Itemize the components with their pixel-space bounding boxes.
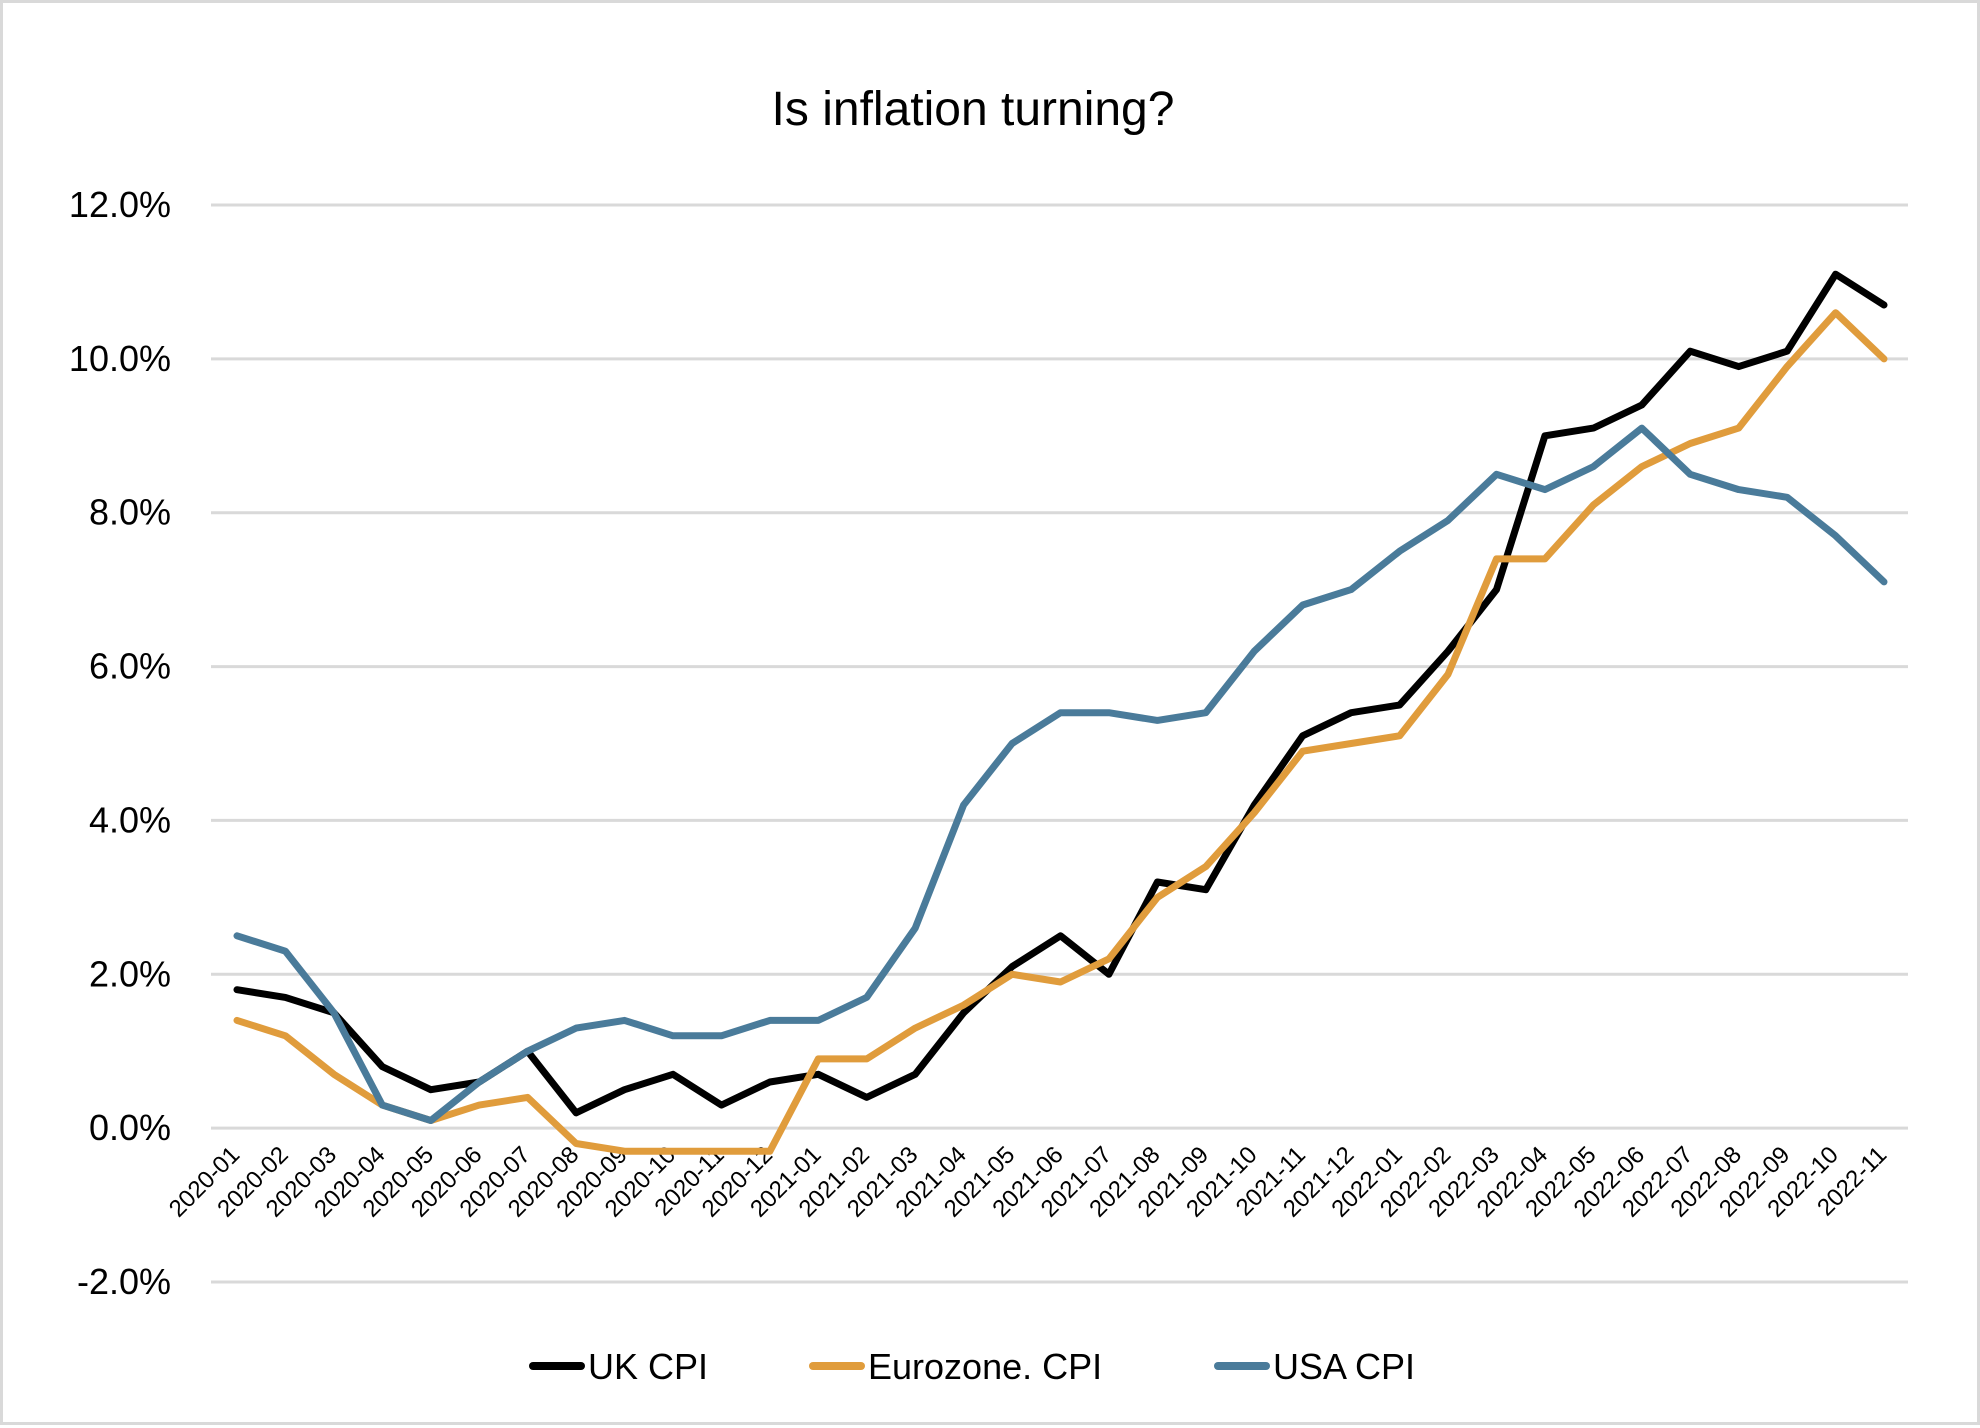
y-tick-label: 2.0% bbox=[89, 953, 171, 994]
y-tick-label: 8.0% bbox=[89, 492, 171, 533]
legend-label: USA CPI bbox=[1273, 1346, 1415, 1387]
legend-label: UK CPI bbox=[588, 1346, 708, 1387]
y-tick-label: 4.0% bbox=[89, 799, 171, 840]
legend-item-eurozone-cpi: Eurozone. CPI bbox=[813, 1346, 1102, 1387]
gridlines bbox=[211, 205, 1908, 1282]
series-line-uk-cpi bbox=[237, 274, 1884, 1113]
y-tick-label: 10.0% bbox=[69, 338, 171, 379]
chart-title: Is inflation turning? bbox=[772, 83, 1175, 136]
y-axis-tick-labels: -2.0% 0.0% 2.0% 4.0% 6.0% 8.0% 10.0% 12.0% bbox=[69, 184, 171, 1302]
series-line-eurozone-cpi bbox=[237, 313, 1884, 1151]
y-tick-label: -2.0% bbox=[77, 1261, 171, 1302]
legend-item-usa-cpi: USA CPI bbox=[1218, 1346, 1415, 1387]
y-tick-label: 0.0% bbox=[89, 1107, 171, 1148]
x-axis-tick-labels: 2020-012020-022020-032020-042020-052020-… bbox=[164, 1141, 1892, 1222]
line-chart: Is inflation turning? -2.0% 0.0% 2.0% 4.0% 6… bbox=[3, 3, 1980, 1428]
y-tick-label: 6.0% bbox=[89, 646, 171, 687]
legend-item-uk-cpi: UK CPI bbox=[533, 1346, 708, 1387]
series-lines bbox=[237, 274, 1884, 1151]
legend: UK CPI Eurozone. CPI USA CPI bbox=[533, 1346, 1415, 1387]
legend-label: Eurozone. CPI bbox=[868, 1346, 1102, 1387]
series-line-usa-cpi bbox=[237, 428, 1884, 1120]
y-tick-label: 12.0% bbox=[69, 184, 171, 225]
